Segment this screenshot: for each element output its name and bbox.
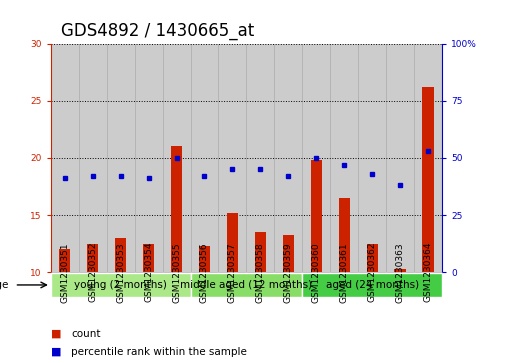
Text: GSM1230357: GSM1230357	[228, 242, 237, 303]
Text: percentile rank within the sample: percentile rank within the sample	[71, 347, 247, 357]
Bar	[358, 44, 386, 272]
Bar	[366, 244, 377, 272]
Text: GSM1230354: GSM1230354	[144, 242, 153, 302]
Bar	[302, 44, 330, 272]
FancyBboxPatch shape	[190, 273, 302, 297]
Text: GSM1230364: GSM1230364	[424, 242, 432, 302]
Text: ■: ■	[51, 347, 61, 357]
Bar	[59, 249, 70, 272]
Bar	[338, 198, 350, 272]
Text: GSM1230362: GSM1230362	[368, 242, 376, 302]
Bar	[255, 232, 266, 272]
Text: GDS4892 / 1430665_at: GDS4892 / 1430665_at	[61, 22, 254, 40]
Text: aged (24 months): aged (24 months)	[326, 280, 419, 290]
Text: GSM1230355: GSM1230355	[172, 242, 181, 303]
Text: GSM1230352: GSM1230352	[88, 242, 97, 302]
Text: age: age	[0, 280, 9, 290]
FancyBboxPatch shape	[302, 273, 442, 297]
Bar	[394, 269, 405, 272]
Text: GSM1230363: GSM1230363	[396, 242, 404, 303]
Bar	[246, 44, 274, 272]
Bar	[414, 44, 442, 272]
Text: count: count	[71, 329, 101, 339]
Bar	[87, 244, 98, 272]
Bar	[282, 234, 294, 272]
Bar	[107, 44, 135, 272]
Text: GSM1230359: GSM1230359	[284, 242, 293, 303]
Text: middle aged (12 months): middle aged (12 months)	[180, 280, 312, 290]
Bar	[51, 44, 79, 272]
Bar	[171, 147, 182, 272]
Bar	[218, 44, 246, 272]
Text: GSM1230361: GSM1230361	[340, 242, 348, 303]
Bar	[115, 238, 126, 272]
Text: GSM1230351: GSM1230351	[60, 242, 69, 303]
Bar	[199, 246, 210, 272]
Bar	[163, 44, 190, 272]
Text: ■: ■	[51, 329, 61, 339]
Bar	[386, 44, 414, 272]
FancyBboxPatch shape	[51, 273, 191, 297]
Bar	[330, 44, 358, 272]
Bar	[274, 44, 302, 272]
Bar	[227, 213, 238, 272]
Bar	[190, 44, 218, 272]
Bar	[422, 87, 433, 272]
Bar	[135, 44, 163, 272]
Text: young (2 months): young (2 months)	[74, 280, 167, 290]
Bar	[143, 244, 154, 272]
Text: GSM1230356: GSM1230356	[200, 242, 209, 303]
Bar	[310, 160, 322, 272]
Text: GSM1230353: GSM1230353	[116, 242, 125, 303]
Text: GSM1230358: GSM1230358	[256, 242, 265, 303]
Text: GSM1230360: GSM1230360	[312, 242, 321, 303]
Bar	[79, 44, 107, 272]
